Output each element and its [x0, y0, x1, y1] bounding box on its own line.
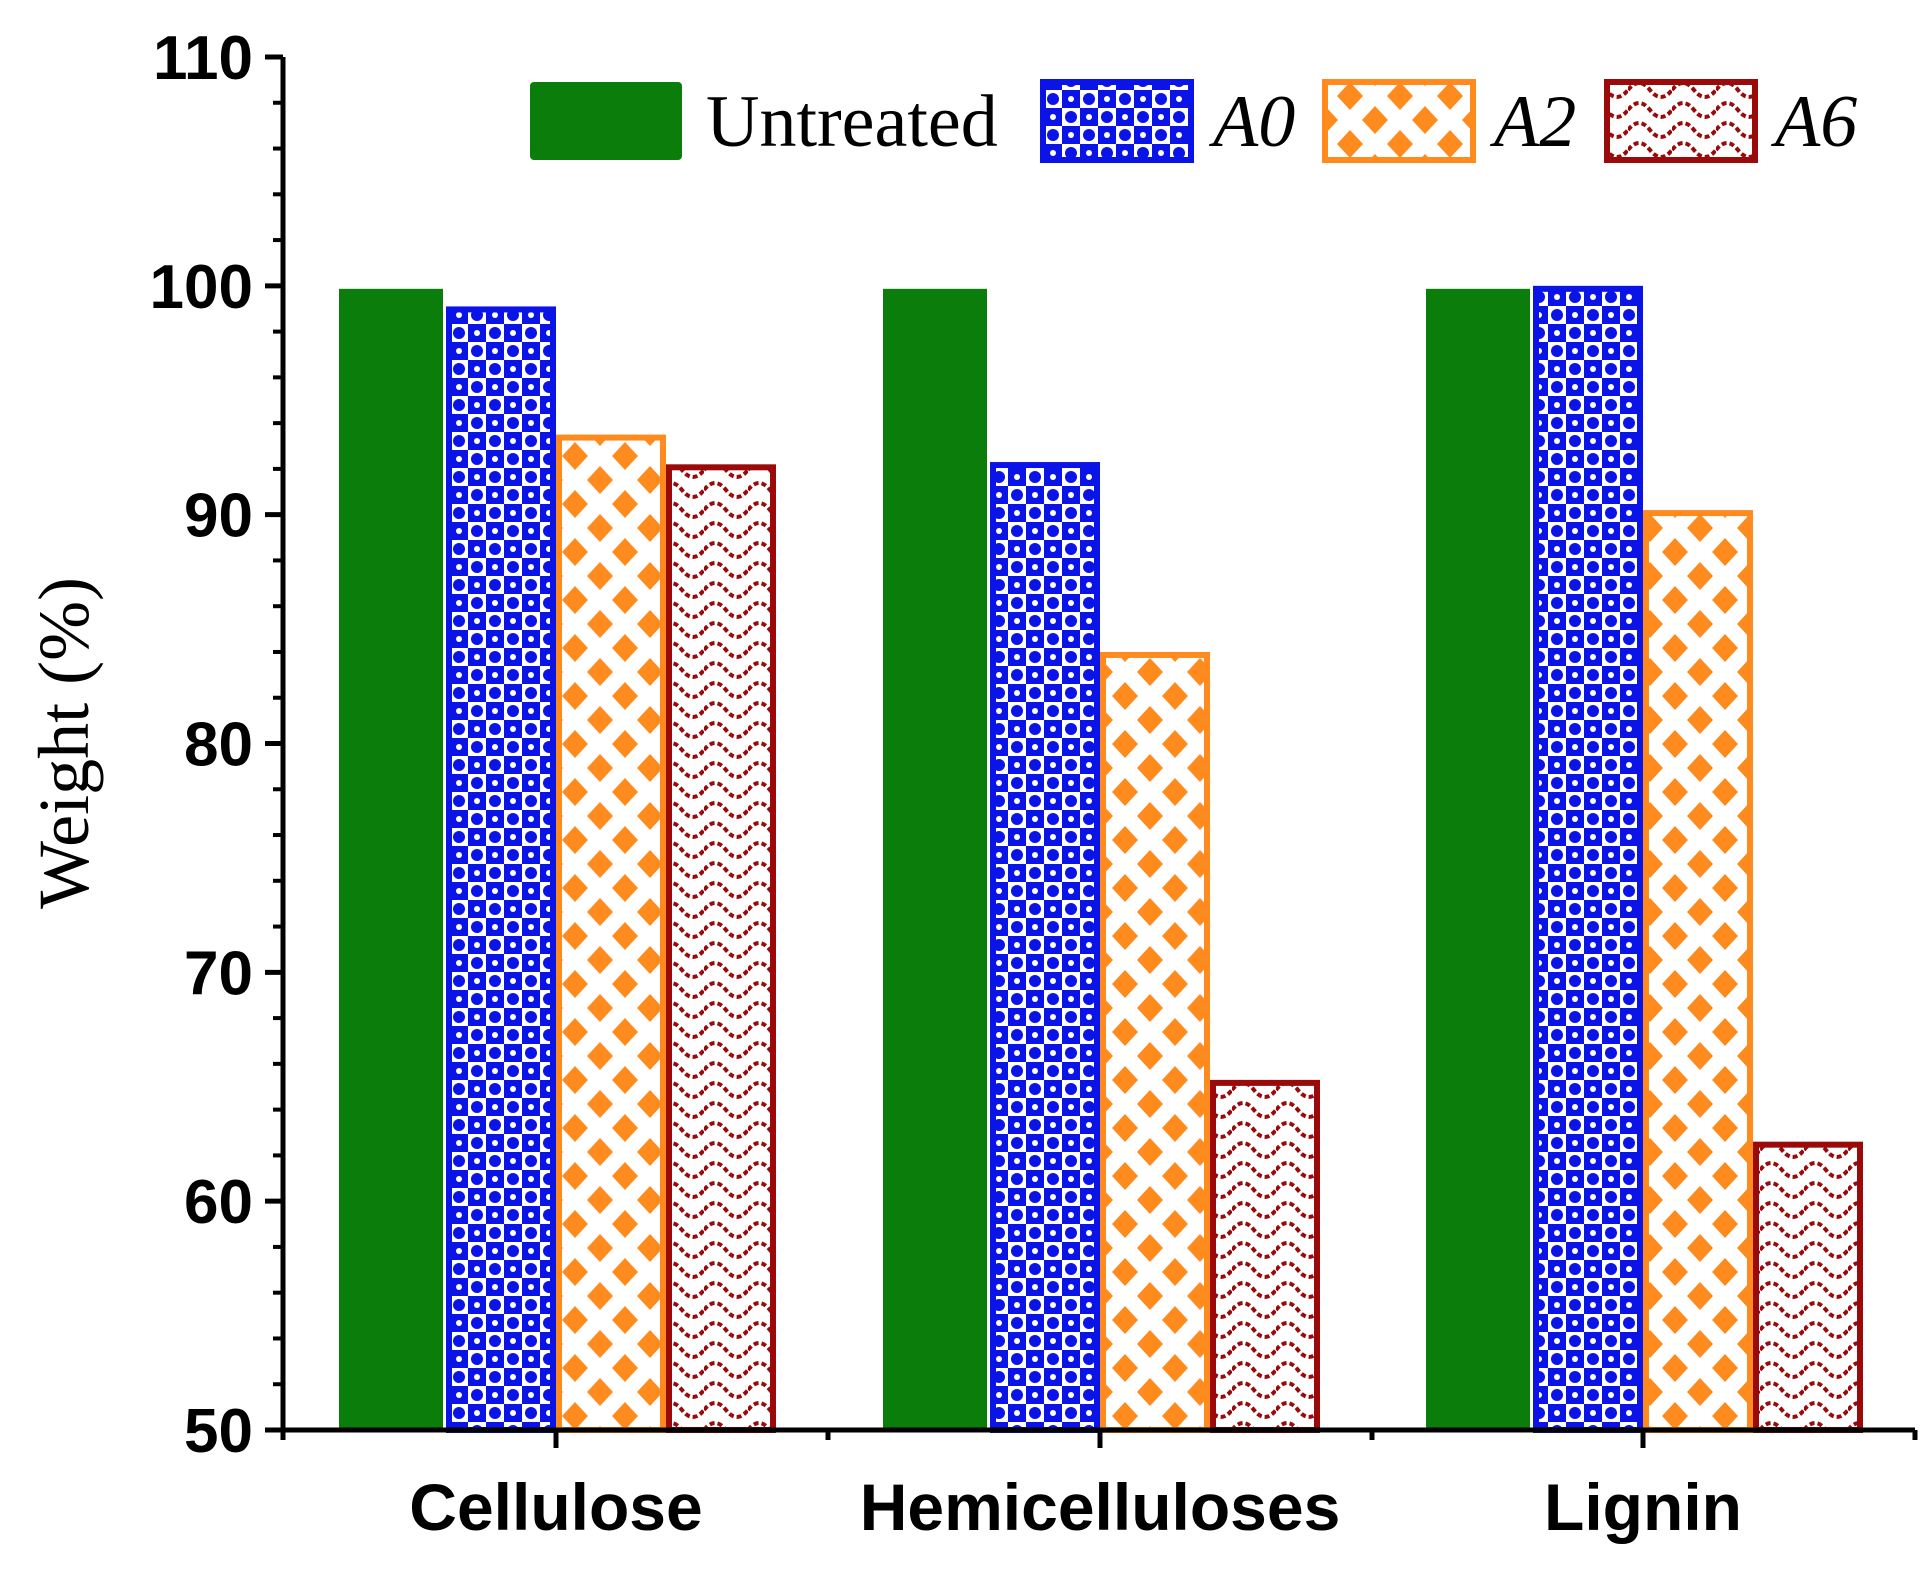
bar-a2-lignin [1643, 510, 1753, 1433]
y-tick-label: 80 [184, 711, 253, 780]
y-axis-title: Weight (%) [24, 577, 104, 909]
x-tick-label: Hemicelluloses [860, 1470, 1341, 1544]
legend-swatch-a0 [1040, 79, 1194, 163]
y-tick-label: 60 [184, 1168, 253, 1237]
bar-untreated-hemicelluloses [883, 288, 987, 1430]
bar-a0-hemicelluloses [990, 462, 1100, 1434]
y-tick-label: 100 [150, 253, 253, 322]
legend-label-a2: A2 [1489, 81, 1576, 163]
legend-swatch-a6 [1604, 79, 1758, 163]
x-tick-label: Lignin [1544, 1470, 1742, 1544]
bar-a0-lignin [1533, 285, 1643, 1433]
bar-a6-lignin [1753, 1141, 1863, 1434]
bar-untreated-cellulose [339, 288, 443, 1430]
bar-a2-hemicelluloses [1100, 651, 1210, 1433]
bar-untreated-lignin [1426, 288, 1530, 1430]
bar-a2-cellulose [556, 434, 666, 1433]
bar-a0-cellulose [446, 306, 556, 1433]
legend-label-untreated: Untreated [706, 81, 998, 163]
bar-a6-hemicelluloses [1210, 1079, 1320, 1433]
bar-a6-cellulose [666, 464, 776, 1434]
y-tick-label: 50 [184, 1397, 253, 1466]
y-tick-label: 90 [184, 482, 253, 551]
legend-label-a0: A0 [1208, 81, 1295, 163]
legend-swatch-a2 [1322, 79, 1476, 163]
legend-swatch-untreated [530, 82, 682, 160]
y-tick-label: 110 [153, 24, 253, 93]
legend-label-a6: A6 [1770, 81, 1857, 163]
y-tick-label: 70 [184, 939, 253, 1008]
x-tick-label: Cellulose [409, 1470, 702, 1544]
